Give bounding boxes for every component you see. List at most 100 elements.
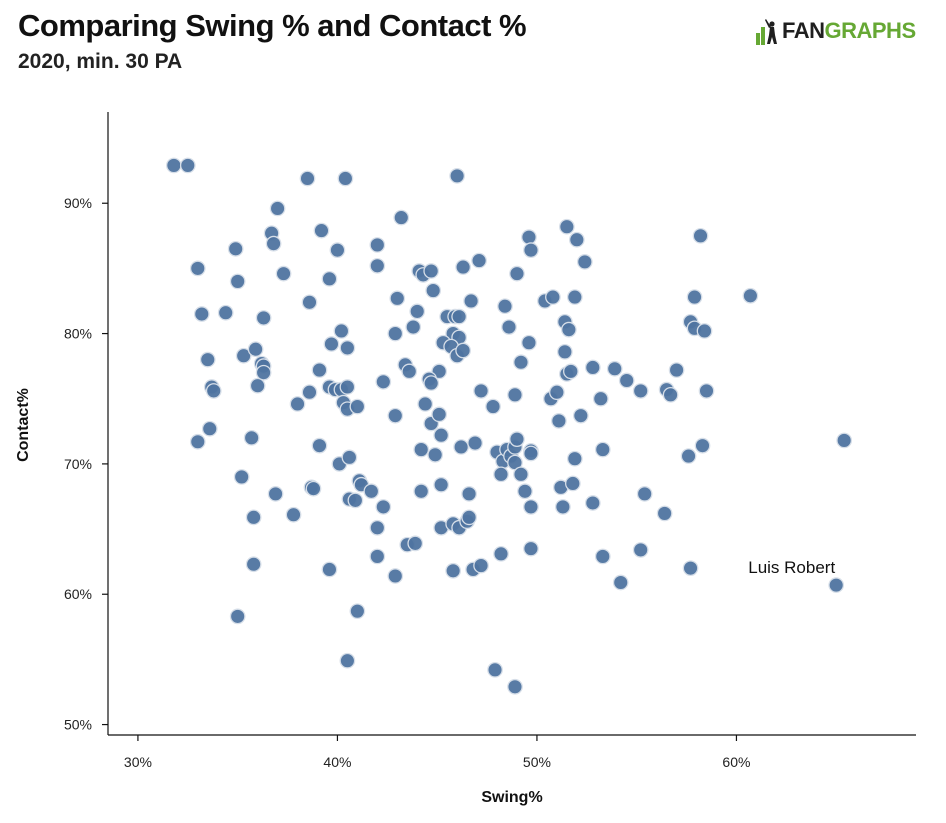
data-point	[423, 263, 440, 279]
data-point	[387, 568, 404, 584]
data-point	[557, 343, 573, 360]
data-point	[828, 577, 845, 593]
data-point	[487, 661, 503, 678]
data-point	[245, 509, 262, 526]
data-point	[369, 257, 386, 274]
data-point	[507, 386, 523, 403]
y-tick-label: 50%	[64, 717, 92, 733]
data-point	[433, 476, 450, 493]
logo-text-fan: FAN	[782, 18, 825, 43]
data-point	[275, 265, 292, 282]
data-point	[523, 242, 539, 259]
data-point	[233, 469, 250, 485]
data-point	[393, 209, 410, 226]
data-point	[229, 608, 246, 625]
data-point	[165, 157, 182, 174]
data-point	[333, 323, 350, 339]
data-point	[473, 557, 489, 574]
data-point	[329, 242, 346, 259]
data-point	[594, 548, 611, 565]
data-point	[199, 351, 216, 368]
data-point	[425, 282, 442, 299]
data-point	[289, 396, 306, 412]
data-point	[686, 289, 703, 305]
annotation-label: Luis Robert	[748, 558, 835, 577]
data-point	[463, 293, 479, 309]
data-point	[513, 466, 529, 483]
data-point	[497, 298, 513, 315]
y-tick-label: 60%	[64, 586, 92, 602]
data-point	[433, 427, 450, 444]
x-axis-title: Swing%	[481, 789, 542, 806]
x-tick-label: 30%	[124, 754, 152, 770]
data-point	[217, 304, 234, 321]
data-point	[576, 254, 593, 270]
data-point	[339, 652, 356, 669]
fangraphs-logo: FAN GRAPHS	[756, 16, 916, 46]
y-tick-label: 70%	[64, 456, 92, 472]
data-point	[407, 535, 424, 552]
data-point	[668, 362, 685, 378]
data-point	[612, 574, 629, 591]
data-point	[636, 486, 653, 502]
data-point	[311, 362, 328, 378]
data-point	[321, 270, 338, 287]
data-point	[513, 354, 529, 371]
data-point	[243, 429, 260, 446]
data-point	[451, 308, 467, 325]
data-point	[363, 483, 380, 500]
data-point	[405, 319, 422, 335]
data-point	[594, 441, 611, 458]
x-axis-ticks: 30% 40% 50% 60%	[124, 735, 750, 770]
data-point	[305, 480, 322, 497]
data-point	[201, 420, 218, 437]
data-point	[467, 435, 483, 451]
data-point	[563, 363, 579, 380]
data-point	[337, 170, 354, 187]
data-point	[313, 222, 330, 239]
data-point	[387, 325, 404, 342]
data-point	[656, 505, 673, 522]
data-point	[189, 433, 206, 450]
data-point	[301, 384, 318, 401]
x-tick-label: 40%	[323, 754, 351, 770]
data-point	[427, 446, 444, 463]
data-point	[369, 237, 386, 253]
data-point	[453, 439, 469, 455]
data-point	[742, 287, 759, 304]
x-tick-label: 50%	[523, 754, 551, 770]
data-point	[566, 289, 583, 305]
data-point	[698, 383, 715, 399]
data-point	[375, 373, 392, 390]
data-point	[584, 495, 601, 511]
data-point	[523, 499, 539, 515]
data-point	[179, 157, 196, 174]
data-point	[299, 170, 316, 187]
data-point	[523, 445, 539, 462]
data-point	[517, 483, 533, 500]
data-point	[694, 437, 711, 454]
data-point	[341, 449, 358, 466]
data-point	[568, 231, 585, 248]
data-point	[311, 437, 328, 454]
data-point	[584, 359, 601, 376]
y-axis-title: Contact%	[15, 388, 32, 462]
data-point	[321, 561, 338, 578]
data-point	[255, 364, 272, 381]
data-point	[413, 483, 430, 500]
data-point	[485, 398, 501, 415]
data-point	[662, 386, 679, 403]
data-point	[632, 383, 649, 399]
data-point	[566, 450, 583, 467]
data-point	[255, 310, 272, 326]
data-point	[375, 499, 392, 515]
data-point	[592, 390, 609, 407]
data-point	[682, 560, 699, 577]
data-point	[523, 540, 539, 557]
chart-subtitle: 2020, min. 30 PA	[18, 50, 183, 73]
x-tick-label: 60%	[722, 754, 750, 770]
data-point	[521, 229, 537, 245]
scatter-points	[165, 157, 853, 695]
y-tick-label: 90%	[64, 195, 92, 211]
